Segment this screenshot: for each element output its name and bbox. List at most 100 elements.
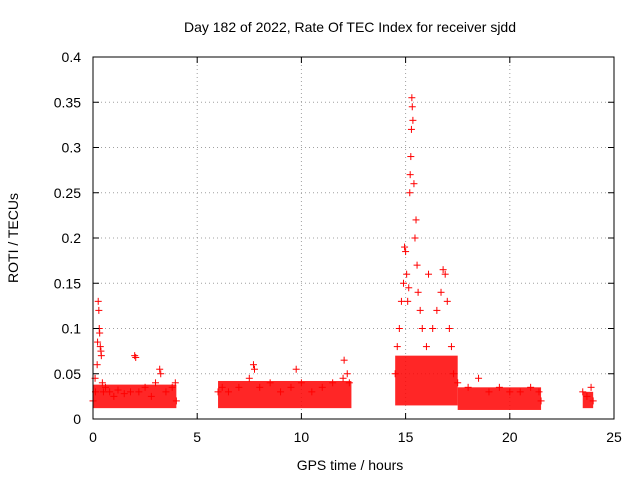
data-point	[443, 297, 451, 305]
data-point	[135, 388, 143, 396]
data-point	[94, 338, 102, 346]
data-point	[171, 379, 179, 387]
data-point	[411, 234, 419, 242]
data-point	[409, 116, 417, 124]
data-point	[329, 379, 337, 387]
y-tick-label: 0.3	[62, 140, 82, 156]
data-point	[147, 392, 155, 400]
bands	[93, 355, 594, 410]
data-point	[516, 388, 524, 396]
data-point	[395, 325, 403, 332]
data-points	[89, 94, 597, 405]
dense-band-2	[395, 355, 458, 406]
dense-band-0	[93, 384, 177, 409]
data-point	[422, 343, 430, 351]
data-point	[297, 379, 305, 387]
data-point	[407, 125, 415, 133]
x-tick-label: 15	[398, 429, 414, 445]
data-point	[485, 388, 493, 396]
data-point	[410, 180, 418, 188]
data-point	[589, 397, 597, 405]
data-point	[96, 329, 104, 337]
data-point	[406, 189, 414, 197]
data-point	[414, 288, 422, 296]
data-point	[156, 365, 164, 373]
data-point	[96, 343, 104, 351]
data-point	[418, 325, 426, 332]
chart-title: Day 182 of 2022, Rate Of TEC Index for r…	[184, 19, 516, 35]
data-point	[318, 383, 326, 391]
data-point	[277, 388, 285, 396]
data-point	[447, 343, 455, 351]
data-point	[439, 266, 447, 274]
x-tick-label: 10	[294, 429, 310, 445]
data-point	[437, 288, 445, 296]
data-point	[114, 386, 122, 394]
data-point	[339, 374, 347, 382]
data-point	[345, 379, 353, 387]
data-point	[445, 325, 453, 332]
data-point	[454, 379, 462, 387]
data-point	[397, 297, 405, 305]
data-point	[495, 383, 503, 391]
data-point	[99, 388, 107, 396]
y-tick-label: 0	[73, 411, 81, 427]
axis-ticks: 0 5 10 15 20 25 0 0.05 0.1 0.15 0.2 0.25 0.3 0.35 0.4	[54, 49, 622, 445]
data-point	[110, 392, 118, 400]
data-point	[340, 356, 348, 364]
data-point	[127, 388, 135, 396]
data-point	[168, 383, 176, 391]
data-point	[132, 353, 140, 361]
data-point	[245, 374, 253, 382]
data-point	[162, 388, 170, 396]
data-point	[537, 397, 545, 405]
data-point	[106, 388, 114, 396]
data-point	[403, 270, 411, 278]
x-tick-label: 5	[193, 429, 201, 445]
data-point	[401, 243, 409, 251]
y-tick-label: 0.15	[54, 275, 81, 291]
data-point	[172, 397, 180, 405]
x-tick-label: 0	[89, 429, 97, 445]
data-point	[256, 383, 264, 391]
data-point	[292, 365, 300, 373]
data-point	[120, 390, 128, 398]
data-point	[527, 383, 535, 391]
data-point	[97, 352, 105, 360]
data-point	[416, 306, 424, 314]
dense-band-1	[218, 380, 352, 409]
y-tick-label: 0.1	[62, 321, 82, 337]
data-point	[535, 388, 543, 396]
data-point	[102, 383, 110, 391]
data-point	[405, 284, 413, 292]
data-point	[475, 374, 483, 382]
data-point	[400, 279, 408, 287]
data-point	[393, 343, 401, 351]
data-point	[408, 103, 416, 111]
y-tick-label: 0.35	[54, 94, 81, 110]
data-point	[308, 388, 316, 396]
y-tick-label: 0.2	[62, 230, 82, 246]
y-tick-label: 0.4	[62, 49, 82, 65]
data-point	[404, 297, 412, 305]
data-point	[433, 306, 441, 314]
data-point	[413, 261, 421, 269]
data-point	[579, 388, 587, 396]
y-axis-label: ROTI / TECUs	[5, 193, 21, 283]
data-point	[441, 270, 449, 278]
data-point	[287, 383, 295, 391]
data-point	[464, 383, 472, 391]
data-point	[94, 297, 102, 305]
data-point	[583, 392, 591, 400]
data-point	[587, 383, 595, 391]
y-tick-label: 0.05	[54, 366, 81, 382]
data-point	[131, 352, 139, 360]
data-point	[251, 365, 259, 373]
data-point	[450, 370, 458, 378]
data-point	[391, 370, 399, 378]
data-point	[429, 325, 437, 332]
data-point	[506, 388, 514, 396]
data-point	[402, 248, 410, 256]
data-point	[152, 379, 160, 387]
